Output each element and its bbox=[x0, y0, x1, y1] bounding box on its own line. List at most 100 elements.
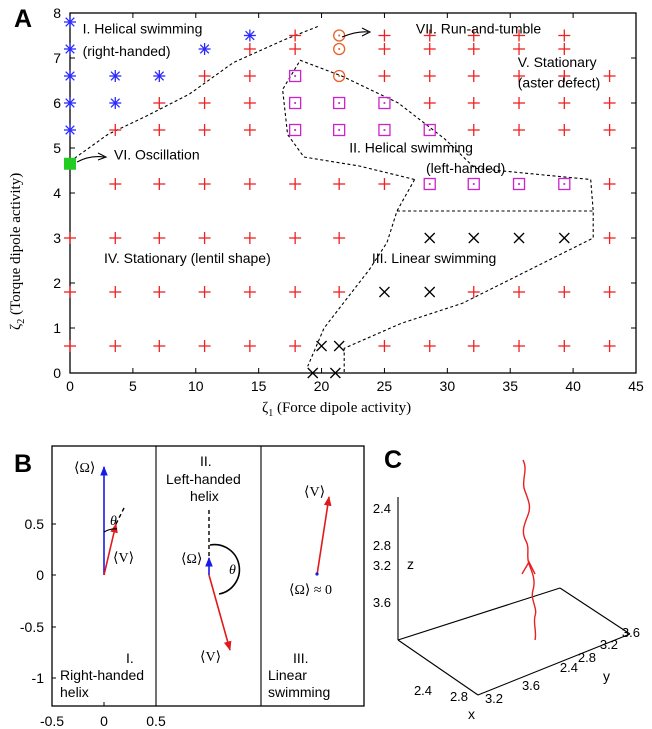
square-dot-marker bbox=[288, 96, 302, 110]
plus-marker bbox=[243, 232, 256, 244]
region-label: VI. Oscillation bbox=[114, 146, 200, 162]
panel-a-region-labels: I. Helical swimming (right-handed) VI. Osc… bbox=[83, 20, 601, 266]
y-tick-label: 4 bbox=[53, 185, 61, 201]
plus-marker bbox=[378, 43, 391, 55]
x-tick-label: -0.5 bbox=[40, 713, 64, 729]
asterisk-marker bbox=[198, 43, 211, 55]
plus-marker bbox=[153, 286, 166, 298]
x-tick-label: 10 bbox=[188, 378, 204, 394]
cross-marker bbox=[333, 340, 345, 352]
velocity-vector bbox=[103, 523, 118, 576]
panel-a-annotation-arrows bbox=[76, 27, 372, 163]
plus-marker bbox=[603, 97, 616, 109]
z-tick-label: 2.8 bbox=[373, 538, 391, 553]
panel-b-label: B bbox=[14, 450, 32, 478]
circle-dot-marker bbox=[333, 69, 346, 83]
subpanel-label-1: II. bbox=[200, 453, 212, 469]
square-dot-marker bbox=[333, 96, 346, 110]
velocity-label: ⟨V⟩ bbox=[304, 485, 325, 500]
z-tick-label: 2.4 bbox=[373, 501, 391, 516]
y-tick-label: 1 bbox=[53, 320, 61, 336]
panel-a-label: A bbox=[14, 5, 32, 33]
asterisk-marker bbox=[64, 43, 76, 55]
y-tick-label: 3.6 bbox=[622, 625, 640, 640]
subpanel-right-handed-helix: ⟨Ω⟩ θ ⟨V⟩ I. Right-handed helix bbox=[60, 461, 144, 700]
plus-marker bbox=[64, 340, 76, 352]
panel-a-region-boundaries bbox=[69, 25, 594, 373]
x-tick-label: 0 bbox=[66, 378, 74, 394]
plus-marker bbox=[243, 97, 256, 109]
plus-marker bbox=[603, 178, 616, 190]
region-label: II. Helical swimming bbox=[349, 140, 473, 156]
plus-marker bbox=[423, 43, 436, 55]
plus-marker bbox=[378, 178, 391, 190]
subpanel-label-1: III. bbox=[293, 650, 309, 666]
trajectory-line bbox=[522, 459, 537, 641]
velocity-label: ⟨V⟩ bbox=[113, 551, 134, 566]
trajectory-arrowhead bbox=[521, 560, 536, 575]
square-dot-marker bbox=[558, 177, 571, 191]
y-tick-label: 2 bbox=[53, 275, 61, 291]
cross-marker bbox=[558, 232, 570, 244]
y-tick-label: 7 bbox=[53, 50, 61, 66]
subpanel-label-3: helix bbox=[190, 488, 219, 504]
y-tick-label: 2.4 bbox=[560, 660, 578, 675]
panel-c-ticks: 3.63.22.82.42.4 2.8 3.23.62.42.83.23.6 bbox=[373, 501, 640, 706]
helical-right-boundary bbox=[69, 25, 319, 162]
panel-c-label: C bbox=[384, 446, 402, 474]
cross-marker bbox=[307, 367, 319, 379]
square-dot-marker bbox=[512, 177, 526, 191]
x-tick-label: 2.8 bbox=[450, 689, 468, 704]
region-label: V. Stationary bbox=[518, 54, 597, 70]
plus-marker bbox=[289, 178, 302, 190]
panel-c-xlabel: x bbox=[468, 706, 475, 722]
plus-marker bbox=[243, 340, 256, 352]
subpanel-left-handed-helix: θ ⟨Ω⟩ ⟨V⟩ II. Left-handed helix bbox=[166, 453, 241, 665]
cross-marker bbox=[424, 232, 436, 244]
plus-marker bbox=[423, 70, 436, 82]
linear-boundary bbox=[307, 179, 416, 367]
y-tick-label: 6 bbox=[53, 95, 61, 111]
plus-marker bbox=[603, 70, 616, 82]
square-dot-marker bbox=[378, 123, 391, 137]
asterisk-marker bbox=[243, 29, 256, 42]
angle-arc bbox=[209, 543, 241, 595]
x-tick-label: 45 bbox=[628, 378, 644, 394]
z-tick-label: 3.2 bbox=[373, 558, 391, 573]
asterisk-marker bbox=[64, 97, 76, 109]
y-tick-label: 3 bbox=[53, 230, 61, 246]
plus-marker bbox=[513, 70, 526, 82]
cross-marker bbox=[378, 286, 390, 298]
plus-marker bbox=[378, 70, 391, 82]
plus-marker bbox=[109, 124, 122, 136]
omega-label: ⟨Ω⟩ ≈ 0 bbox=[289, 583, 332, 598]
plus-marker bbox=[198, 70, 211, 82]
plus-marker bbox=[558, 340, 571, 352]
plus-marker bbox=[423, 29, 436, 42]
cross-marker bbox=[468, 232, 480, 244]
velocity-extension-dashed bbox=[115, 505, 126, 525]
y-tick-label: -0.5 bbox=[20, 619, 44, 635]
x-tick-label: 40 bbox=[565, 378, 581, 394]
plus-marker bbox=[603, 286, 616, 298]
plus-marker bbox=[513, 97, 526, 109]
x-tick-label: 25 bbox=[377, 378, 393, 394]
subpanel-label-2: Left-handed bbox=[166, 471, 241, 487]
panel-b-ticks: -0.5 0 0.5 -1 -0.5 0 0.5 bbox=[20, 516, 166, 729]
x-tick-label: 5 bbox=[129, 378, 137, 394]
velocity-vector bbox=[208, 574, 232, 651]
plus-marker bbox=[467, 124, 480, 136]
plus-marker bbox=[467, 29, 480, 42]
plus-marker bbox=[198, 286, 211, 298]
y-tick-label: 3.2 bbox=[600, 637, 618, 652]
asterisk-marker bbox=[109, 70, 122, 82]
plus-marker bbox=[333, 232, 346, 244]
x-tick-label: 2.4 bbox=[414, 683, 432, 698]
cross-marker bbox=[329, 367, 341, 379]
helical-left-boundary bbox=[282, 59, 594, 373]
plus-marker bbox=[153, 340, 166, 352]
asterisk-marker bbox=[64, 16, 76, 28]
plus-marker bbox=[289, 43, 302, 55]
